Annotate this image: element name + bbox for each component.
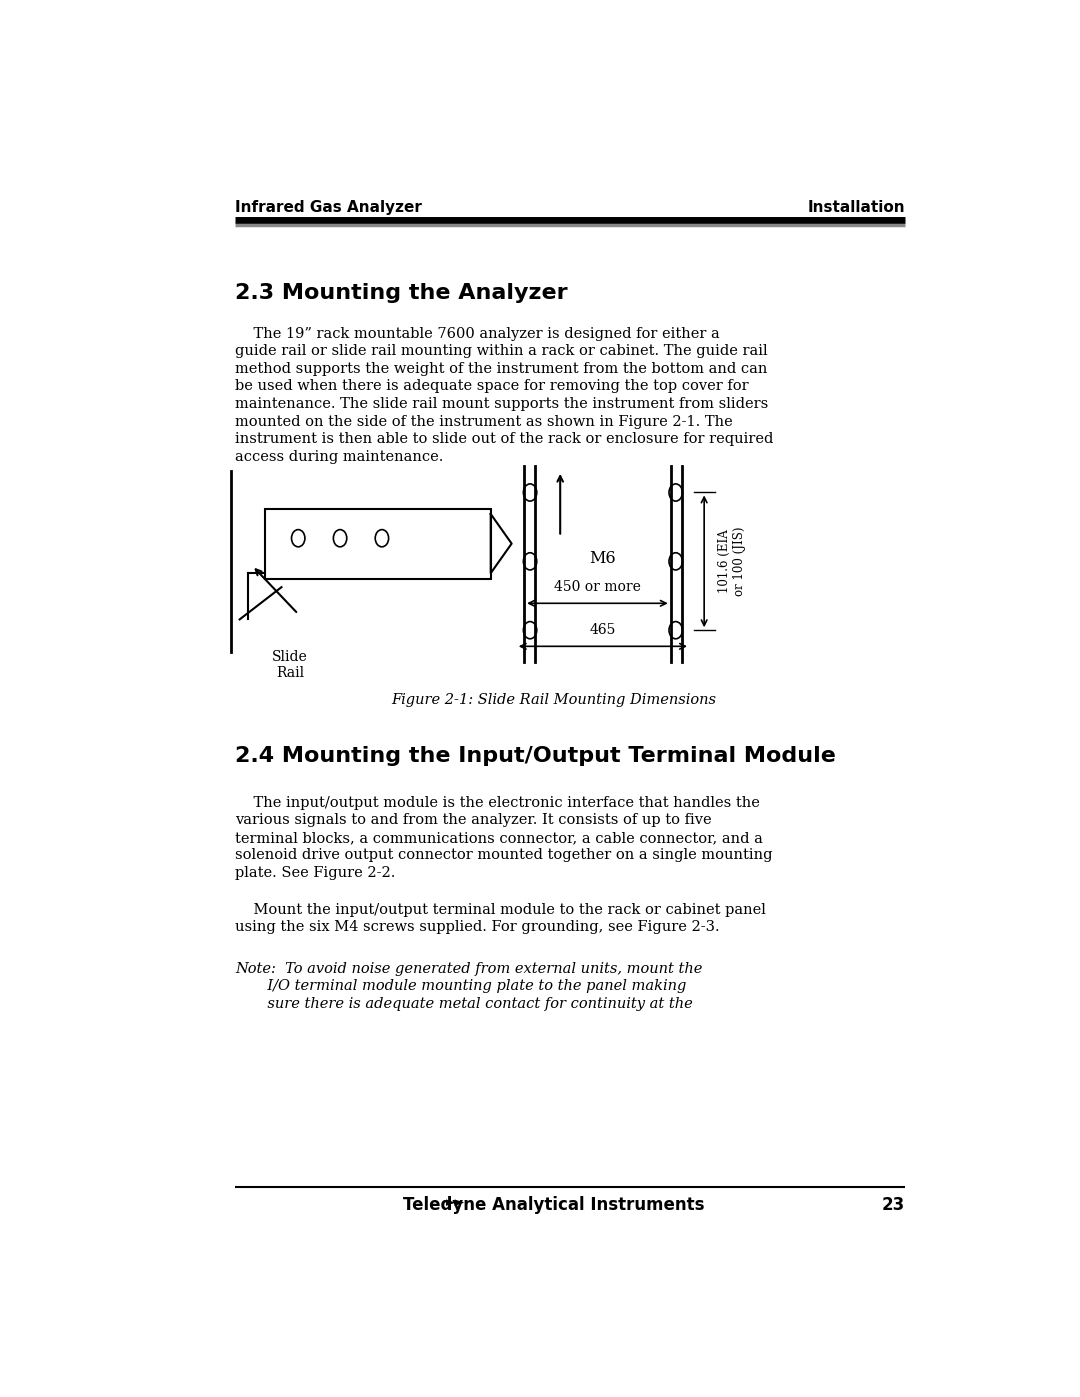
Text: mounted on the side of the instrument as shown in Figure 2-1. The: mounted on the side of the instrument as… (235, 415, 733, 429)
Text: be used when there is adequate space for removing the top cover for: be used when there is adequate space for… (235, 380, 750, 394)
Text: Teledyne Analytical Instruments: Teledyne Analytical Instruments (403, 1196, 704, 1214)
Text: Note:  To avoid noise generated from external units, mount the: Note: To avoid noise generated from exte… (235, 961, 703, 975)
Text: solenoid drive output connector mounted together on a single mounting: solenoid drive output connector mounted … (235, 848, 773, 862)
Text: access during maintenance.: access during maintenance. (235, 450, 444, 464)
Text: Infrared Gas Analyzer: Infrared Gas Analyzer (235, 200, 422, 215)
Text: various signals to and from the analyzer. It consists of up to five: various signals to and from the analyzer… (235, 813, 712, 827)
Text: maintenance. The slide rail mount supports the instrument from sliders: maintenance. The slide rail mount suppor… (235, 397, 769, 411)
Text: I/O terminal module mounting plate to the panel making: I/O terminal module mounting plate to th… (235, 979, 687, 993)
Text: The 19” rack mountable 7600 analyzer is designed for either a: The 19” rack mountable 7600 analyzer is … (235, 327, 720, 341)
Text: guide rail or slide rail mounting within a rack or cabinet. The guide rail: guide rail or slide rail mounting within… (235, 345, 768, 359)
Text: Mount the input/output terminal module to the rack or cabinet panel: Mount the input/output terminal module t… (235, 902, 767, 916)
Bar (265, 509, 490, 578)
Text: Installation: Installation (808, 200, 905, 215)
Text: ►►: ►► (446, 1196, 465, 1208)
Text: 101.6 (EIA
or 100 (JIS): 101.6 (EIA or 100 (JIS) (718, 527, 746, 597)
Text: 465: 465 (590, 623, 616, 637)
Text: terminal blocks, a communications connector, a cable connector, and a: terminal blocks, a communications connec… (235, 831, 764, 845)
Text: 450 or more: 450 or more (554, 580, 640, 594)
Text: instrument is then able to slide out of the rack or enclosure for required: instrument is then able to slide out of … (235, 432, 773, 446)
Text: method supports the weight of the instrument from the bottom and can: method supports the weight of the instru… (235, 362, 768, 376)
Text: 2.4 Mounting the Input/Output Terminal Module: 2.4 Mounting the Input/Output Terminal M… (235, 746, 836, 767)
Text: using the six M4 screws supplied. For grounding, see Figure 2-3.: using the six M4 screws supplied. For gr… (235, 921, 720, 935)
Text: Slide
Rail: Slide Rail (272, 650, 308, 680)
Text: M6: M6 (590, 549, 617, 567)
Text: 23: 23 (881, 1196, 905, 1214)
Text: The input/output module is the electronic interface that handles the: The input/output module is the electroni… (235, 796, 760, 810)
Text: Figure 2-1: Slide Rail Mounting Dimensions: Figure 2-1: Slide Rail Mounting Dimensio… (391, 693, 716, 707)
Text: plate. See Figure 2-2.: plate. See Figure 2-2. (235, 866, 395, 880)
Text: 2.3 Mounting the Analyzer: 2.3 Mounting the Analyzer (235, 282, 568, 303)
Text: sure there is adequate metal contact for continuity at the: sure there is adequate metal contact for… (235, 996, 693, 1010)
